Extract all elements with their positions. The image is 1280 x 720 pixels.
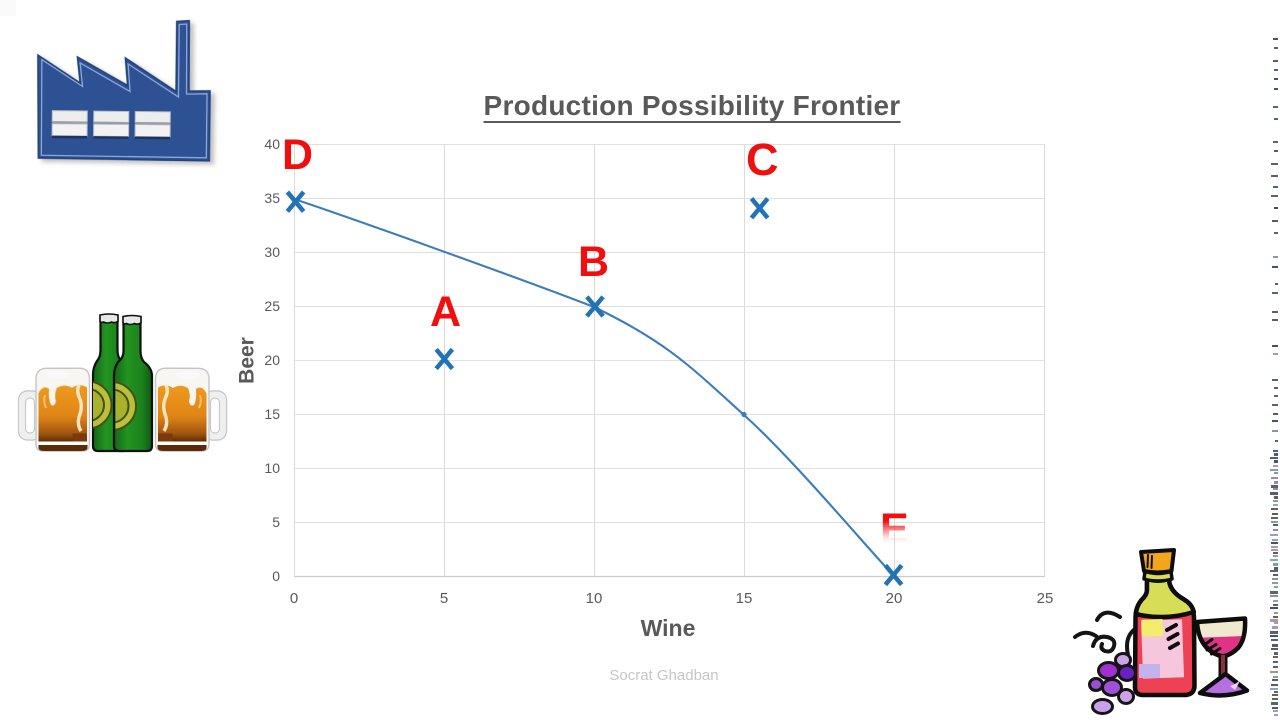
- svg-text:Beer: Beer: [236, 337, 259, 384]
